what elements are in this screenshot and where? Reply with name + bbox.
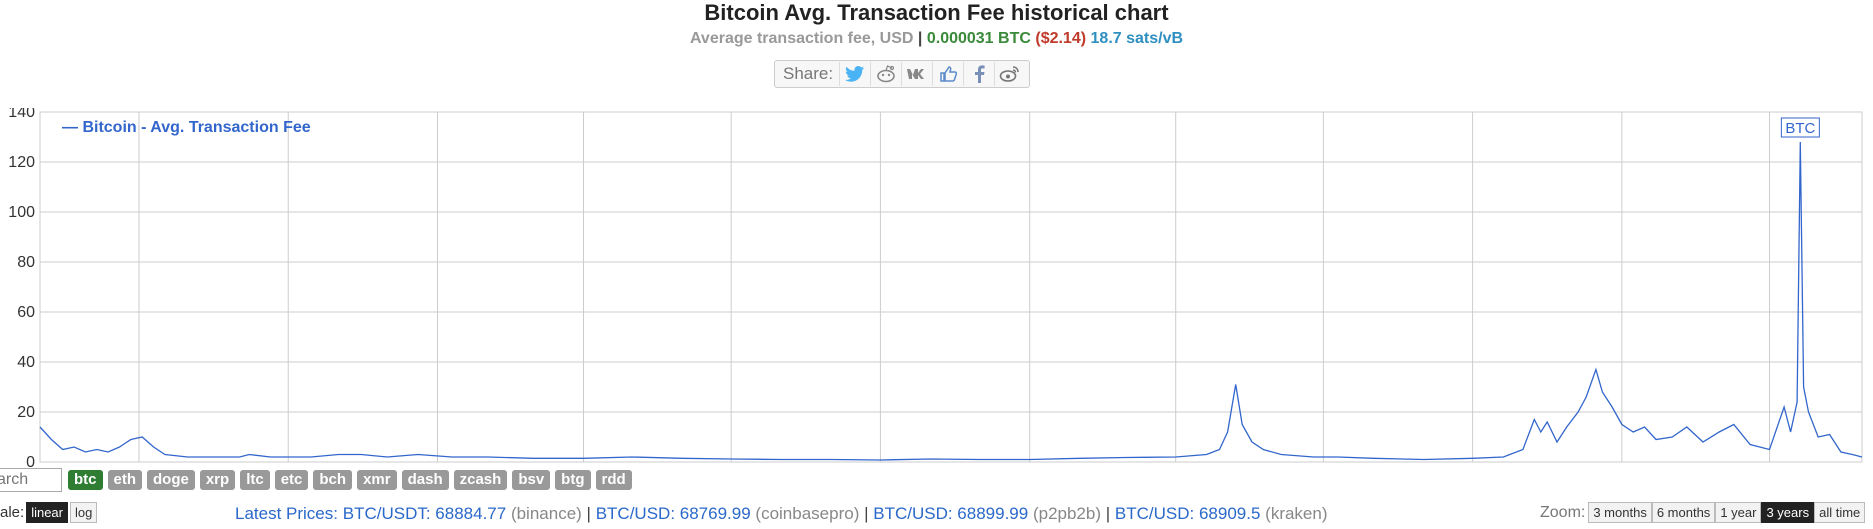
zoom-3-years-button[interactable]: 3 years bbox=[1761, 502, 1815, 523]
x-tick-label: Jul 2021 bbox=[107, 466, 171, 468]
page-title: Bitcoin Avg. Transaction Fee historical … bbox=[704, 0, 1169, 25]
price-item[interactable]: BTC/USDT: 68884.77 bbox=[342, 504, 507, 523]
y-tick-label: 100 bbox=[8, 204, 35, 221]
reddit-icon[interactable] bbox=[870, 62, 901, 86]
fee-chart[interactable]: 0 20 40 60 80 100 120 140 Jul 2021 Oct 2021 Jan 20… bbox=[0, 108, 1873, 468]
price-item[interactable]: BTC/USD: 68899.99 bbox=[873, 504, 1029, 523]
scale-label: ale: bbox=[0, 504, 25, 521]
price-item[interactable]: BTC/USD: 68909.5 bbox=[1114, 504, 1261, 523]
x-tick-label: Jan 2023 bbox=[995, 466, 1065, 468]
y-tick-label: 40 bbox=[17, 354, 35, 371]
x-tick-label: Oct 2023 bbox=[1438, 466, 1507, 468]
x-tick-label: Apr 2022 bbox=[549, 466, 618, 468]
scale-linear-button[interactable]: linear bbox=[26, 502, 68, 523]
subtitle-btc-value: 0.000031 BTC bbox=[926, 30, 1031, 47]
twitter-icon[interactable] bbox=[839, 62, 870, 86]
x-tick-label: Jan 2024 bbox=[1587, 466, 1657, 468]
page-subtitle: Average transaction fee, USD | 0.000031 … bbox=[0, 30, 1873, 48]
price-exchange: (coinbasepro) bbox=[755, 504, 860, 523]
y-tick-label: 0 bbox=[26, 454, 35, 468]
price-separator: | bbox=[586, 504, 591, 523]
y-tick-label: 20 bbox=[17, 404, 35, 421]
zoom-3-months-button[interactable]: 3 months bbox=[1588, 502, 1652, 523]
x-tick-label: Jul 2022 bbox=[699, 466, 763, 468]
btc-flag-box bbox=[1780, 117, 1820, 138]
y-tick-label: 60 bbox=[17, 304, 35, 321]
share-label: Share: bbox=[783, 64, 834, 83]
price-exchange: (binance) bbox=[510, 504, 582, 523]
y-tick-label: 80 bbox=[17, 254, 35, 271]
y-tick-label: 140 bbox=[8, 108, 35, 121]
facebook-icon[interactable] bbox=[963, 62, 994, 86]
price-item[interactable]: BTC/USD: 68769.99 bbox=[595, 504, 751, 523]
series-search-input[interactable] bbox=[0, 468, 62, 492]
price-exchange: (kraken) bbox=[1265, 504, 1328, 523]
plot-frame bbox=[39, 111, 1863, 463]
chart-legend: — Bitcoin - Avg. Transaction Fee bbox=[62, 119, 311, 136]
x-tick-label: Apr 2024 bbox=[1735, 466, 1804, 468]
x-tick-label: Jan 2022 bbox=[403, 466, 473, 468]
coin-filter-xrp[interactable]: xrp bbox=[199, 470, 236, 490]
coin-filter-ltc[interactable]: ltc bbox=[240, 470, 270, 490]
y-tick-label: 120 bbox=[8, 154, 35, 171]
coin-filter-bsv[interactable]: bsv bbox=[512, 470, 551, 490]
btc-flag-label: BTC bbox=[1785, 120, 1815, 137]
subtitle-separator: | bbox=[917, 30, 923, 47]
coin-filter-btc[interactable]: btc bbox=[68, 470, 103, 490]
coin-filter-bch[interactable]: bch bbox=[313, 470, 353, 490]
subtitle-metric: Average transaction fee, USD bbox=[689, 30, 914, 47]
vk-icon[interactable] bbox=[901, 62, 932, 86]
zoom-all-time-button[interactable]: all time bbox=[1814, 502, 1866, 523]
zoom-label: Zoom: bbox=[1540, 503, 1586, 521]
coin-filter-btg[interactable]: btg bbox=[555, 470, 591, 490]
series-filter-bar: btc eth doge xrp ltc etc bch xmr dash zcash bsv btg… bbox=[0, 470, 632, 492]
scale-log-button[interactable]: log bbox=[69, 502, 98, 523]
coin-filter-eth[interactable]: eth bbox=[107, 470, 142, 490]
x-tick-label: Apr 2023 bbox=[1141, 466, 1210, 468]
subtitle-sats-value: 18.7 sats/vB bbox=[1090, 30, 1184, 47]
series-line-bitcoin-fee bbox=[39, 141, 1863, 461]
coin-filter-zcash[interactable]: zcash bbox=[453, 470, 508, 490]
subtitle-usd-value: ($2.14) bbox=[1035, 30, 1087, 47]
share-bar: Share: bbox=[774, 60, 1031, 88]
weibo-icon[interactable] bbox=[994, 62, 1025, 86]
price-separator: | bbox=[1105, 504, 1111, 523]
price-exchange: (p2pb2b) bbox=[1032, 504, 1102, 523]
zoom-6-months-button[interactable]: 6 months bbox=[1651, 502, 1716, 523]
coin-filter-rdd[interactable]: rdd bbox=[595, 470, 632, 490]
zoom-1-year-button[interactable]: 1 year bbox=[1715, 502, 1762, 523]
scale-switch: ale: linear log bbox=[0, 502, 98, 523]
x-tick-label: Jul 2023 bbox=[1291, 466, 1355, 468]
x-tick-label: Oct 2022 bbox=[846, 466, 915, 468]
coin-filter-dash[interactable]: dash bbox=[401, 470, 449, 490]
zoom-controls: Zoom: 3 months 6 months 1 year 3 years a… bbox=[1540, 502, 1866, 523]
like-icon[interactable] bbox=[932, 62, 963, 86]
price-separator: | bbox=[864, 504, 869, 523]
latest-prices: Latest Prices: BTC/USDT: 68884.77 (binan… bbox=[235, 504, 1328, 524]
coin-filter-etc[interactable]: etc bbox=[274, 470, 309, 490]
prices-label: Latest Prices: bbox=[235, 504, 338, 523]
coin-filter-xmr[interactable]: xmr bbox=[357, 470, 397, 490]
x-tick-label: Oct 2021 bbox=[254, 466, 323, 468]
coin-filter-doge[interactable]: doge bbox=[147, 470, 195, 490]
